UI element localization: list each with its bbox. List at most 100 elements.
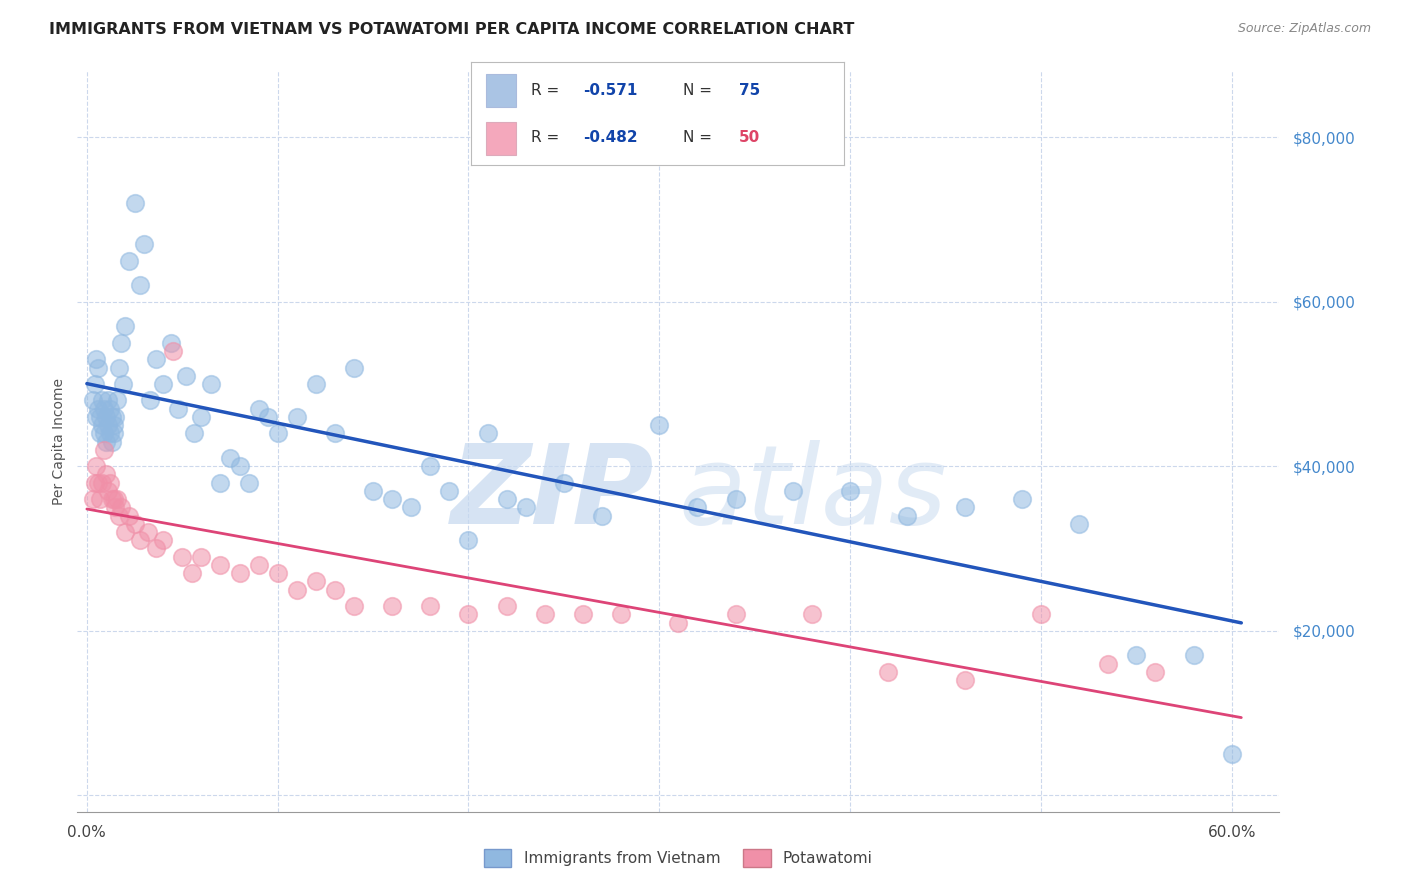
Point — [172, 549, 194, 564]
Text: N =: N = — [683, 83, 713, 97]
Point — [100, 409, 122, 424]
Point — [305, 376, 328, 391]
Point — [1220, 747, 1243, 761]
Point — [107, 492, 129, 507]
Point — [87, 360, 110, 375]
Point — [457, 533, 479, 548]
Point — [108, 508, 131, 523]
Point — [86, 459, 108, 474]
Point — [145, 541, 167, 556]
Point — [953, 673, 976, 687]
Bar — [486, 122, 516, 155]
Point — [439, 483, 461, 498]
Point — [118, 508, 141, 523]
Point — [533, 607, 555, 622]
Point — [139, 393, 162, 408]
Point — [686, 500, 709, 515]
Point — [285, 582, 308, 597]
Point — [104, 500, 127, 515]
Point — [112, 376, 135, 391]
Point — [167, 401, 190, 416]
Point — [100, 492, 122, 507]
Point — [419, 459, 441, 474]
Point — [97, 483, 120, 498]
Point — [98, 475, 121, 490]
Point — [124, 516, 146, 531]
Point — [93, 401, 115, 416]
Point — [174, 368, 197, 383]
Text: -0.571: -0.571 — [583, 83, 637, 97]
Point — [648, 418, 671, 433]
Point — [477, 426, 499, 441]
Point — [305, 574, 328, 589]
Point — [666, 615, 689, 630]
Point — [129, 533, 152, 548]
Point — [219, 450, 242, 465]
Point — [896, 508, 918, 523]
Point — [97, 393, 120, 408]
Point — [515, 500, 537, 515]
Point — [401, 500, 423, 515]
Point — [323, 582, 346, 597]
Point — [183, 426, 205, 441]
Point — [381, 599, 404, 613]
Point — [110, 500, 132, 515]
Point — [285, 409, 308, 424]
Point — [419, 599, 441, 613]
Point — [1011, 492, 1033, 507]
Point — [82, 492, 104, 507]
Point — [190, 549, 212, 564]
Point — [228, 459, 250, 474]
Point — [91, 475, 114, 490]
Point — [160, 335, 183, 350]
Point — [553, 475, 575, 490]
Point — [247, 558, 270, 572]
Point — [839, 483, 862, 498]
Point — [98, 401, 121, 416]
Text: R =: R = — [530, 83, 558, 97]
Point — [180, 566, 202, 581]
Point — [107, 393, 129, 408]
Point — [323, 426, 346, 441]
Point — [94, 434, 117, 449]
Text: R =: R = — [530, 130, 558, 145]
Point — [118, 253, 141, 268]
Point — [83, 475, 105, 490]
Point — [129, 278, 152, 293]
Point — [343, 599, 366, 613]
Text: 75: 75 — [740, 83, 761, 97]
Point — [209, 475, 232, 490]
Point — [136, 524, 159, 539]
Point — [209, 558, 232, 572]
Point — [91, 393, 114, 408]
Point — [152, 533, 174, 548]
Point — [238, 475, 260, 490]
Point — [610, 607, 633, 622]
Point — [132, 237, 156, 252]
Point — [82, 393, 104, 408]
Text: Source: ZipAtlas.com: Source: ZipAtlas.com — [1237, 22, 1371, 36]
Point — [94, 467, 117, 482]
Point — [110, 335, 132, 350]
Point — [1069, 516, 1091, 531]
Point — [89, 492, 111, 507]
Point — [162, 344, 184, 359]
Text: -0.482: -0.482 — [583, 130, 637, 145]
Point — [93, 426, 115, 441]
Point — [108, 360, 131, 375]
Point — [724, 607, 747, 622]
Point — [1097, 657, 1119, 671]
Text: 50: 50 — [740, 130, 761, 145]
Point — [114, 319, 136, 334]
Legend: Immigrants from Vietnam, Potawatomi: Immigrants from Vietnam, Potawatomi — [477, 841, 880, 874]
Point — [782, 483, 804, 498]
Point — [91, 418, 114, 433]
Point — [1125, 648, 1147, 663]
Point — [247, 401, 270, 416]
Y-axis label: Per Capita Income: Per Capita Income — [52, 378, 66, 505]
Point — [145, 352, 167, 367]
Point — [801, 607, 824, 622]
Text: atlas: atlas — [679, 440, 948, 547]
Point — [103, 418, 125, 433]
Point — [86, 409, 108, 424]
